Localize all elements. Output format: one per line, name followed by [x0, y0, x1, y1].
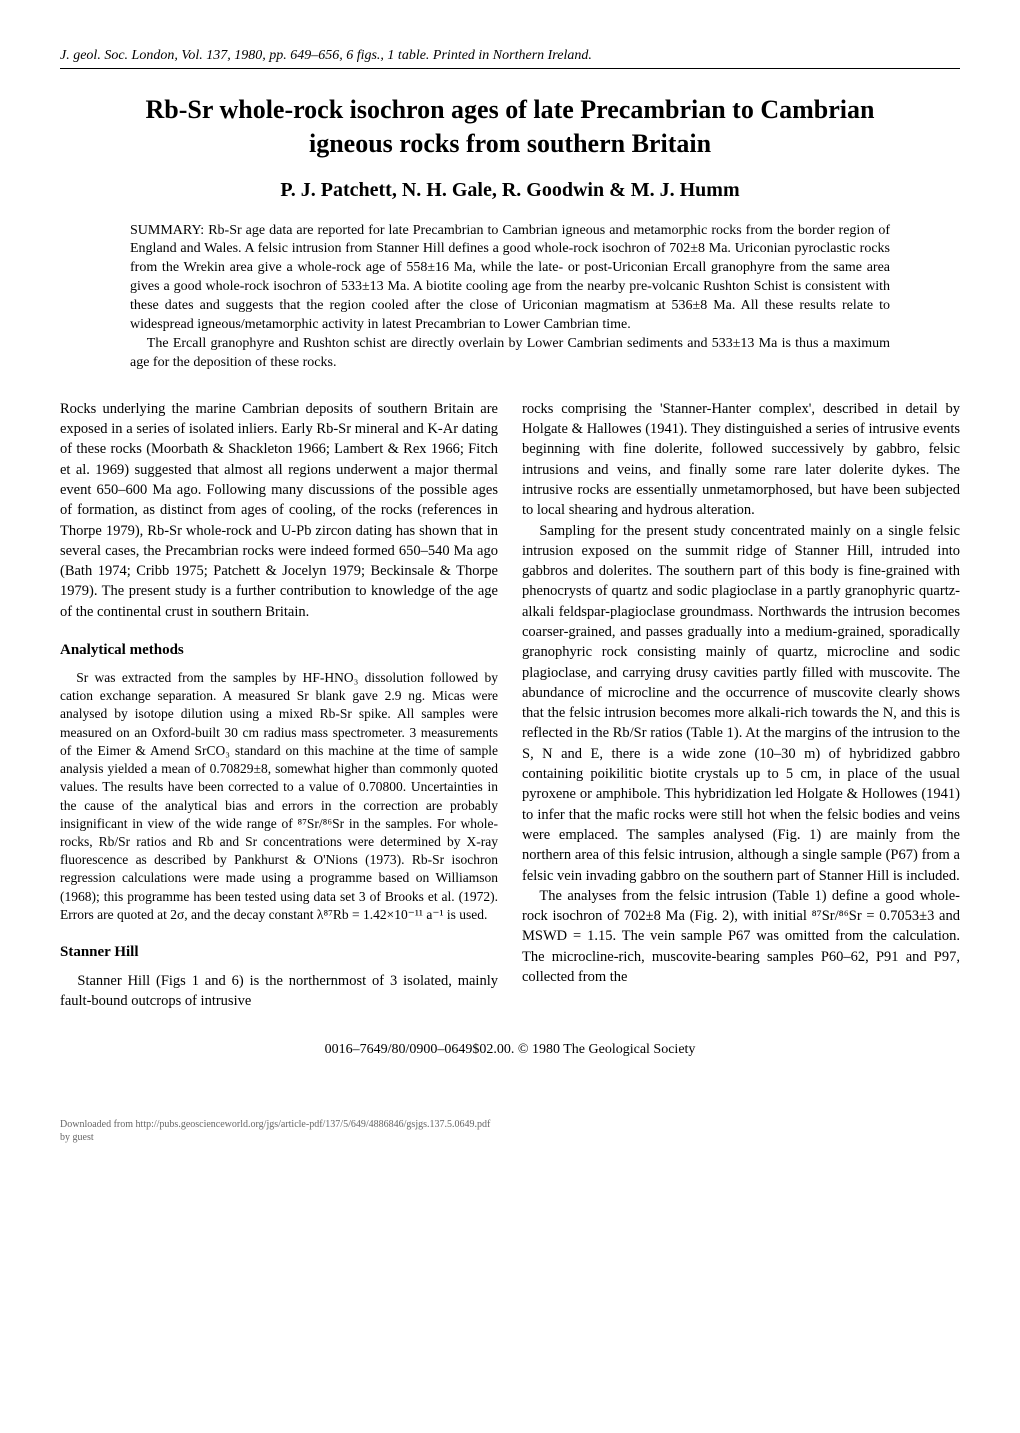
right-para-2: Sampling for the present study concentra… — [522, 521, 960, 886]
authors: P. J. Patchett, N. H. Gale, R. Goodwin &… — [60, 179, 960, 202]
title-line-1: Rb-Sr whole-rock isochron ages of late P… — [146, 95, 875, 124]
summary-block: SUMMARY: Rb-Sr age data are reported for… — [130, 222, 890, 373]
left-column: Rocks underlying the marine Cambrian dep… — [60, 399, 498, 1012]
journal-header-text: J. geol. Soc. London, Vol. 137, 1980, pp… — [60, 48, 592, 63]
right-para-1: rocks comprising the 'Stanner-Hanter com… — [522, 399, 960, 521]
summary-para-2: The Ercall granophyre and Rushton schist… — [130, 335, 890, 373]
title-line-2: igneous rocks from southern Britain — [309, 129, 711, 158]
summary-para-1: SUMMARY: Rb-Sr age data are reported for… — [130, 222, 890, 335]
header-rule — [60, 68, 960, 69]
methods-paragraph: Sr was extracted from the samples by HF-… — [60, 669, 498, 924]
stanner-heading: Stanner Hill — [60, 942, 498, 963]
stanner-paragraph: Stanner Hill (Figs 1 and 6) is the north… — [60, 971, 498, 1012]
journal-header: J. geol. Soc. London, Vol. 137, 1980, pp… — [60, 48, 960, 64]
methods-heading: Analytical methods — [60, 640, 498, 661]
copyright-line: 0016–7649/80/0900–0649$02.00. © 1980 The… — [60, 1042, 960, 1058]
two-column-body: Rocks underlying the marine Cambrian dep… — [60, 399, 960, 1012]
paper-title: Rb-Sr whole-rock isochron ages of late P… — [60, 93, 960, 161]
download-note: Downloaded from http://pubs.geosciencewo… — [60, 1118, 960, 1144]
right-para-3: The analyses from the felsic intrusion (… — [522, 886, 960, 987]
download-url: Downloaded from http://pubs.geosciencewo… — [60, 1118, 960, 1131]
download-by: by guest — [60, 1131, 960, 1144]
intro-paragraph: Rocks underlying the marine Cambrian dep… — [60, 399, 498, 622]
right-column: rocks comprising the 'Stanner-Hanter com… — [522, 399, 960, 1012]
